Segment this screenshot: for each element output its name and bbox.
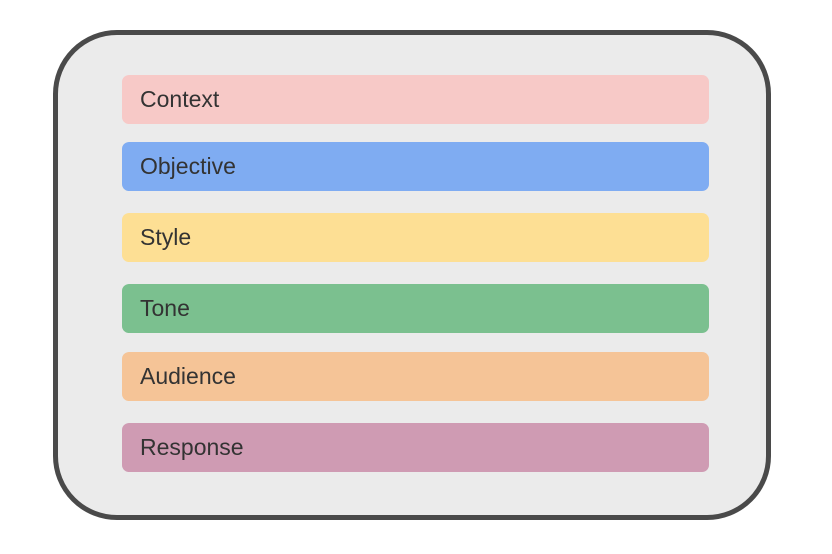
item-objective: Objective (122, 142, 709, 191)
item-tone-label: Tone (140, 295, 190, 321)
item-style: Style (122, 213, 709, 262)
item-style-label: Style (140, 224, 192, 250)
item-context-label: Context (140, 86, 220, 112)
item-audience-label: Audience (140, 363, 236, 389)
item-tone: Tone (122, 284, 709, 333)
item-response: Response (122, 423, 709, 472)
item-context: Context (122, 75, 709, 124)
item-audience: Audience (122, 352, 709, 401)
item-response-label: Response (140, 434, 244, 460)
item-objective-label: Objective (140, 153, 236, 179)
